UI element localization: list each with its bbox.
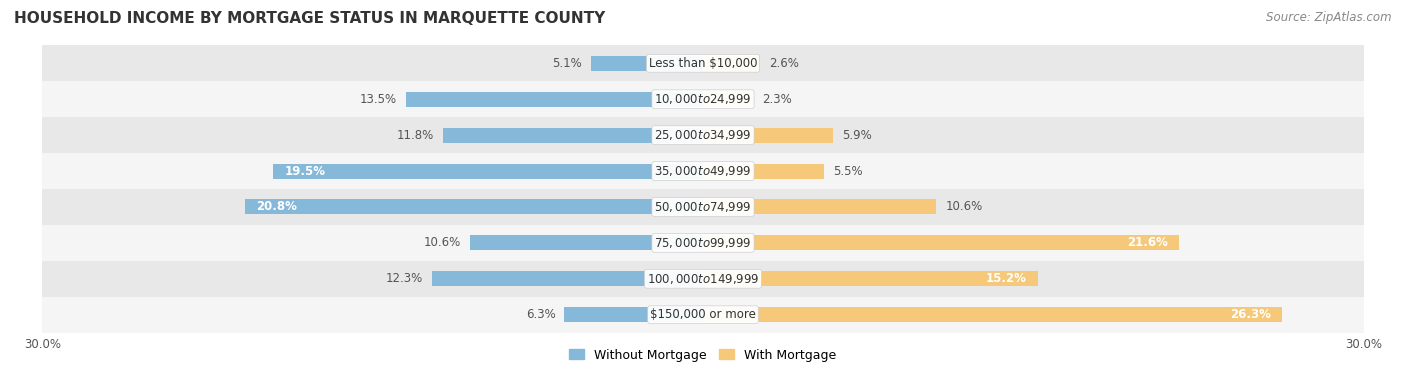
Text: $100,000 to $149,999: $100,000 to $149,999 (647, 272, 759, 286)
Bar (470, 235, 703, 250)
Text: 5.9%: 5.9% (842, 129, 872, 142)
Text: 19.5%: 19.5% (284, 164, 325, 178)
Text: 10.6%: 10.6% (945, 200, 983, 214)
Text: 11.8%: 11.8% (396, 129, 434, 142)
Text: Less than $10,000: Less than $10,000 (648, 57, 758, 70)
Text: 5.5%: 5.5% (832, 164, 863, 178)
Text: $150,000 or more: $150,000 or more (650, 308, 756, 321)
Bar (703, 235, 1178, 250)
Bar (703, 128, 832, 143)
Bar (42, 153, 1364, 189)
Text: $35,000 to $49,999: $35,000 to $49,999 (654, 164, 752, 178)
Bar (42, 81, 1364, 117)
Bar (42, 117, 1364, 153)
Bar (703, 56, 761, 71)
Bar (432, 271, 703, 286)
Text: 13.5%: 13.5% (360, 93, 396, 106)
Bar (273, 164, 703, 178)
Bar (405, 92, 703, 107)
Bar (703, 307, 1282, 322)
Text: 15.2%: 15.2% (986, 272, 1026, 285)
Bar (703, 271, 1038, 286)
Bar (42, 189, 1364, 225)
Bar (703, 200, 936, 214)
Bar (42, 261, 1364, 297)
Text: $10,000 to $24,999: $10,000 to $24,999 (654, 92, 752, 106)
Legend: Without Mortgage, With Mortgage: Without Mortgage, With Mortgage (564, 344, 842, 367)
Bar (591, 56, 703, 71)
Text: $25,000 to $34,999: $25,000 to $34,999 (654, 128, 752, 142)
Text: 26.3%: 26.3% (1230, 308, 1271, 321)
Text: 20.8%: 20.8% (256, 200, 297, 214)
Text: 12.3%: 12.3% (387, 272, 423, 285)
Text: $50,000 to $74,999: $50,000 to $74,999 (654, 200, 752, 214)
Text: HOUSEHOLD INCOME BY MORTGAGE STATUS IN MARQUETTE COUNTY: HOUSEHOLD INCOME BY MORTGAGE STATUS IN M… (14, 11, 606, 26)
Text: 2.3%: 2.3% (762, 93, 792, 106)
Bar (703, 92, 754, 107)
Bar (443, 128, 703, 143)
Bar (245, 200, 703, 214)
Text: 6.3%: 6.3% (526, 308, 555, 321)
Bar (42, 225, 1364, 261)
Text: $75,000 to $99,999: $75,000 to $99,999 (654, 236, 752, 250)
Text: 10.6%: 10.6% (423, 236, 461, 249)
Bar (42, 297, 1364, 333)
Bar (703, 164, 824, 178)
Text: 5.1%: 5.1% (553, 57, 582, 70)
Text: 21.6%: 21.6% (1126, 236, 1168, 249)
Bar (564, 307, 703, 322)
Text: 2.6%: 2.6% (769, 57, 799, 70)
Bar (42, 45, 1364, 81)
Text: Source: ZipAtlas.com: Source: ZipAtlas.com (1267, 11, 1392, 24)
